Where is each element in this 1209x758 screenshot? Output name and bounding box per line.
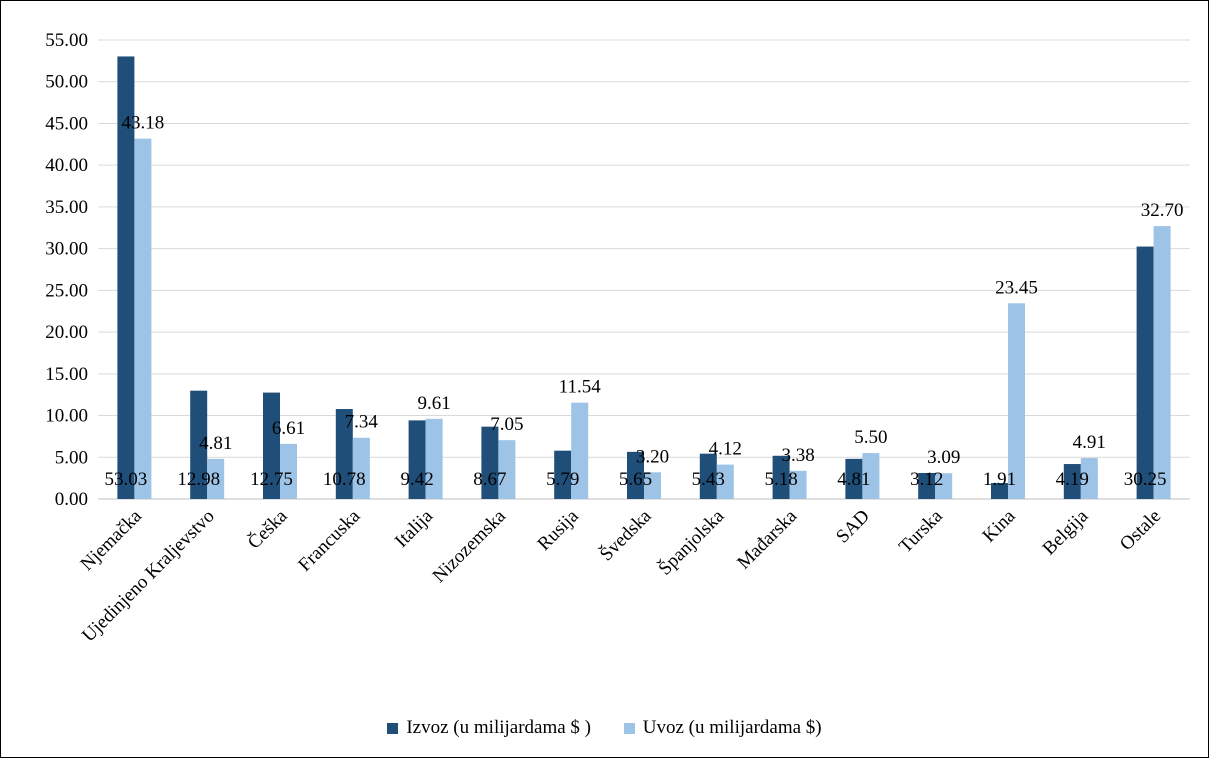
bar-izvoz [263,392,280,499]
category-label: Švedska [595,505,656,566]
bar-uvoz [134,138,152,499]
bar-izvoz [772,455,790,499]
legend: Izvoz (u milijardama $ ) Uvoz (u milijar… [0,717,1209,740]
bar-uvoz [425,418,443,499]
data-label-uvoz: 9.61 [417,393,450,414]
data-label-izvoz: 5.65 [619,469,652,490]
category-label: Nizozemska [429,505,511,587]
legend-label-uvoz: Uvoz (u milijardama $) [642,717,822,738]
category-label: Španjolska [654,505,729,580]
data-label-uvoz: 23.45 [995,277,1038,298]
data-label-uvoz: 11.54 [559,377,602,398]
legend-swatch-uvoz [623,722,635,734]
bar-uvoz [862,453,880,499]
bar-izvoz [627,451,644,499]
category-label: Mađarska [733,505,801,573]
data-label-uvoz: 5.50 [854,427,887,448]
bar-izvoz [335,409,353,499]
data-label-izvoz: 1.91 [983,469,1016,490]
y-tick-label: 50.00 [45,72,88,93]
bar-izvoz [845,458,863,499]
category-label: Italija [391,505,438,552]
data-label-izvoz: 10.78 [323,469,366,490]
bar-izvoz [117,56,135,499]
y-tick-label: 35.00 [45,197,88,218]
y-tick-label: 20.00 [45,322,88,343]
data-label-izvoz: 4.19 [1056,469,1089,490]
category-label: Kina [979,505,1020,546]
data-label-uvoz: 7.05 [490,414,523,435]
data-label-uvoz: 4.91 [1073,432,1106,453]
category-label: Češka [243,505,292,554]
data-label-uvoz: 4.81 [199,433,232,454]
category-label: Ujedinjeno Kraljevstvo [78,506,219,647]
bar-uvoz [207,458,225,499]
category-label: Ostale [1116,506,1165,555]
legend-item-izvoz: Izvoz (u milijardama $ ) [387,717,591,739]
bar-uvoz [935,473,953,499]
y-tick-label: 15.00 [45,364,88,385]
data-label-uvoz: 4.12 [709,439,742,460]
bar-izvoz [1136,246,1154,499]
bar-izvoz [918,472,936,499]
bar-uvoz [571,402,589,499]
y-tick-label: 40.00 [45,155,88,176]
data-label-izvoz: 53.03 [105,469,148,490]
category-label: SAD [832,506,874,548]
data-label-izvoz: 3.12 [910,469,943,490]
data-label-uvoz: 3.09 [927,447,960,468]
legend-swatch-izvoz [387,722,399,734]
data-label-uvoz: 32.70 [1141,200,1184,221]
bar-uvoz [1080,458,1098,499]
bar-izvoz [554,450,572,499]
data-label-izvoz: 30.25 [1124,469,1167,490]
data-label-uvoz: 6.61 [272,418,305,439]
bar-izvoz [699,453,717,499]
data-label-izvoz: 4.81 [837,469,870,490]
legend-item-uvoz: Uvoz (u milijardama $) [623,717,822,739]
data-label-izvoz: 8.67 [473,469,506,490]
y-tick-label: 0.00 [55,489,88,510]
bar-uvoz [498,440,516,499]
bar-izvoz [190,390,208,499]
y-tick-label: 10.00 [45,406,88,427]
category-label: Rusija [534,505,584,555]
data-label-uvoz: 7.34 [345,412,379,433]
data-label-izvoz: 12.75 [250,469,293,490]
data-label-izvoz: 5.43 [692,469,725,490]
y-tick-label: 30.00 [45,239,88,260]
bar-uvoz [716,464,734,499]
data-label-uvoz: 43.18 [122,113,165,134]
bar-izvoz [1063,464,1081,499]
y-tick-label: 5.00 [55,447,88,468]
bar-uvoz [644,472,661,499]
category-label: Turska [895,505,947,557]
y-tick-label: 55.00 [45,30,88,51]
data-label-uvoz: 3.20 [636,446,669,467]
bar-uvoz [1008,303,1025,499]
data-label-izvoz: 12.98 [177,469,220,490]
category-label: Belgija [1039,505,1093,559]
bar-izvoz [991,483,1008,499]
bar-uvoz [789,470,807,499]
data-label-izvoz: 5.79 [546,469,579,490]
bar-uvoz [280,443,297,499]
bar-uvoz [1153,226,1171,499]
y-tick-label: 45.00 [45,113,88,134]
bar-izvoz [481,426,499,499]
data-label-izvoz: 9.42 [400,469,433,490]
y-tick-label: 25.00 [45,280,88,301]
bar-uvoz [352,437,370,499]
bar-izvoz [408,420,426,499]
category-label: Francuska [294,505,364,575]
category-label: Njemačka [77,505,147,575]
data-label-uvoz: 3.38 [781,445,814,466]
data-label-izvoz: 5.18 [764,469,797,490]
legend-label-izvoz: Izvoz (u milijardama $ ) [406,717,592,738]
